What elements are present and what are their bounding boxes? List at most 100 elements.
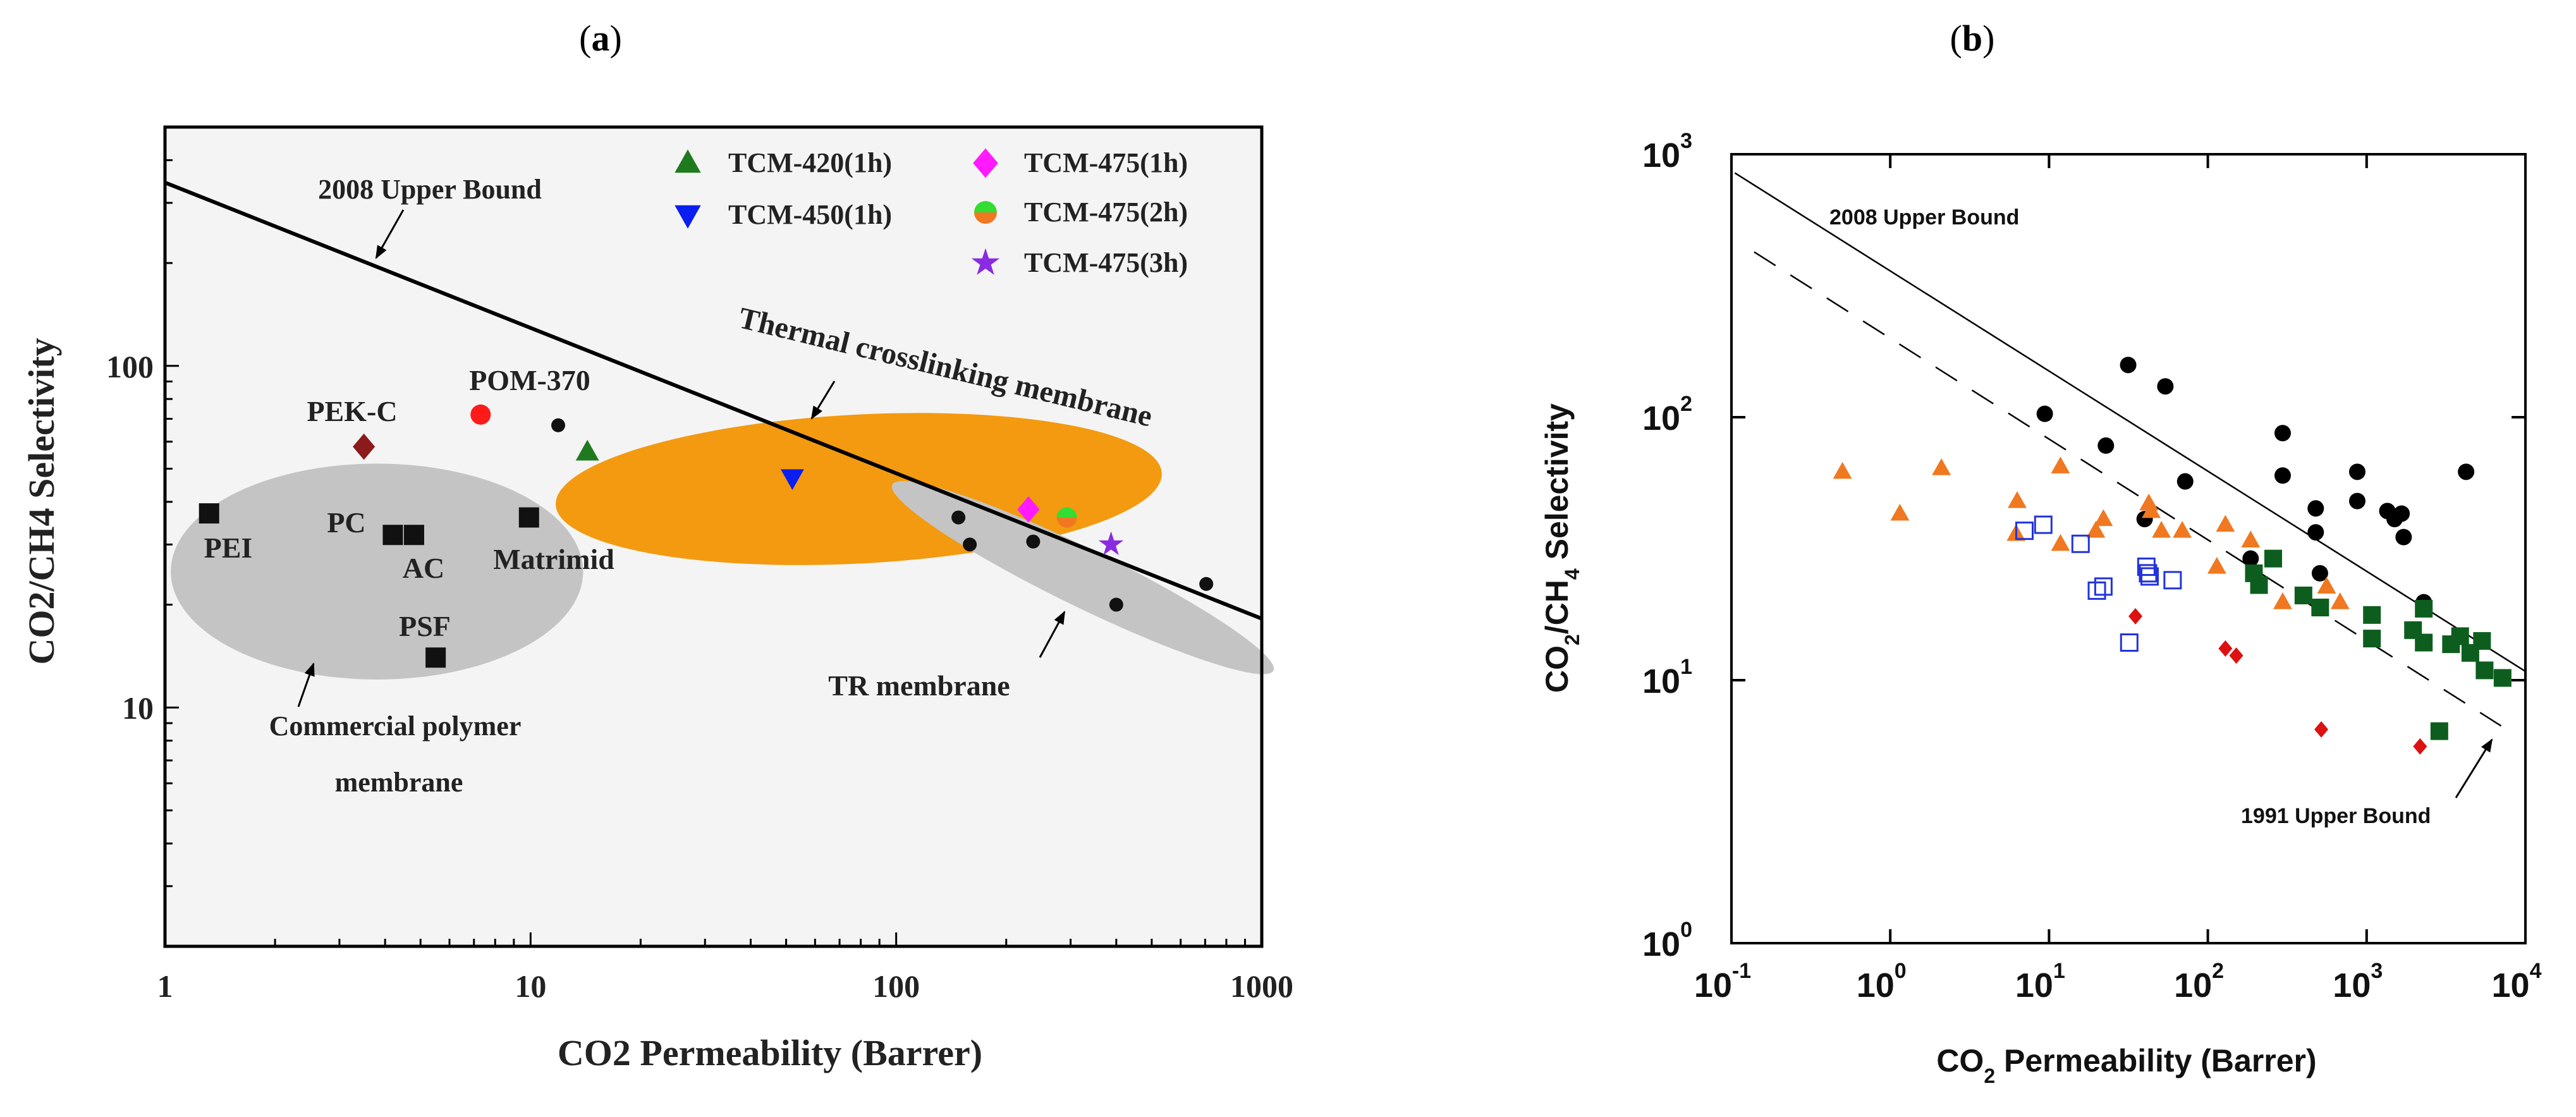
data-point xyxy=(2071,534,2090,553)
label-matrimid: Matrimid xyxy=(493,543,614,575)
half-circle-bottom xyxy=(1056,517,1077,528)
point-tr xyxy=(963,537,977,552)
data-point xyxy=(2094,577,2113,596)
x-tick-label: 104 xyxy=(2492,959,2542,1004)
data-point xyxy=(2120,633,2139,652)
arrow-tr-membrane xyxy=(1039,611,1066,658)
legend-label: TCM-475(2h) xyxy=(1024,197,1188,228)
region-commercial-polymer-membrane xyxy=(171,463,583,680)
data-point xyxy=(2307,500,2324,517)
half-circle-bottom xyxy=(974,212,997,224)
point-tcm-475(3h) xyxy=(1098,531,1124,556)
legend-item: TCM-450(1h) xyxy=(675,199,892,230)
x-tick-label: 101 xyxy=(2015,959,2065,1004)
data-point xyxy=(2273,592,2292,609)
1991-upper-bound-line xyxy=(1754,251,2502,727)
point-tr xyxy=(1199,577,1214,591)
data-point xyxy=(2307,524,2324,541)
y-tick-label: 100 xyxy=(106,349,154,384)
panel-b-frame xyxy=(1730,153,2527,944)
legend-marker-diamond xyxy=(973,148,998,178)
panel-b-title: (b) xyxy=(1950,18,1995,59)
data-point xyxy=(2314,721,2329,738)
y-tick-label: 101 xyxy=(1642,655,1692,700)
data-point xyxy=(2475,661,2494,680)
data-point xyxy=(2493,669,2512,687)
data-point xyxy=(2348,463,2365,480)
panel-a-frame xyxy=(163,125,1264,948)
point-ac xyxy=(403,525,424,546)
data-point xyxy=(2137,558,2156,577)
data-point xyxy=(2311,598,2329,616)
data-point xyxy=(2097,437,2115,454)
y-tick-label: 10 xyxy=(122,690,154,726)
data-point xyxy=(2036,405,2053,422)
x-tick-label: 103 xyxy=(2333,959,2383,1004)
data-point xyxy=(2086,521,2106,538)
data-point xyxy=(2157,378,2174,395)
label-commercial-line1: Commercial polymer xyxy=(269,711,522,742)
point-pom-370 xyxy=(470,404,491,425)
data-point xyxy=(1890,503,1910,521)
data-point xyxy=(2034,515,2053,534)
series-green-squares xyxy=(2245,549,2512,740)
data-point xyxy=(2413,738,2427,755)
data-point xyxy=(2140,567,2159,586)
data-point xyxy=(2386,511,2403,528)
upper-bound-2008-line xyxy=(164,180,1263,621)
2008-upper-bound-line xyxy=(1734,172,2526,673)
legend-item: TCM-420(1h) xyxy=(675,147,892,178)
legend-marker-half-circle xyxy=(974,201,997,224)
legend-item: TCM-475(3h) xyxy=(971,247,1188,278)
point-pek-c xyxy=(353,433,375,460)
half-circle-top xyxy=(1056,507,1077,518)
data-point xyxy=(2229,647,2243,664)
legend-label: TCM-450(1h) xyxy=(728,199,892,230)
data-point xyxy=(2363,606,2381,624)
data-point xyxy=(2241,530,2261,547)
point-tcm-450(1h) xyxy=(781,469,804,491)
label-pek-c: PEK-C xyxy=(307,395,397,427)
data-point xyxy=(2242,550,2259,567)
series-red-diamonds xyxy=(2128,607,2427,755)
data-point xyxy=(2128,607,2143,625)
point-pei xyxy=(198,503,219,524)
region-tr-membrane xyxy=(891,481,1274,674)
label-psf: PSF xyxy=(399,610,451,642)
data-point xyxy=(2458,463,2475,480)
data-point xyxy=(2264,549,2282,568)
legend-item: TCM-475(2h) xyxy=(974,197,1188,228)
arrow-1991-upper-bound xyxy=(2455,738,2493,798)
data-point xyxy=(2087,581,2106,600)
legend-item: TCM-475(1h) xyxy=(973,147,1188,178)
point-other xyxy=(551,418,566,432)
data-point xyxy=(2330,592,2350,609)
panel-a-x-axis-label: CO2 Permeability (Barrer) xyxy=(558,1032,982,1073)
x-tick-label: 100 xyxy=(872,968,920,1004)
legend-label: TCM-475(1h) xyxy=(1024,147,1188,178)
x-tick-label: 1000 xyxy=(1230,968,1293,1004)
point-tr xyxy=(951,510,966,525)
data-point xyxy=(2173,521,2192,538)
label-pei: PEI xyxy=(204,532,253,564)
y-tick-label: 103 xyxy=(1642,129,1692,174)
label-pom-370: POM-370 xyxy=(469,364,590,396)
data-point xyxy=(2451,627,2469,645)
data-point xyxy=(2008,491,2027,508)
series-blue-open-squares xyxy=(2015,515,2182,652)
legend-label: TCM-475(3h) xyxy=(1024,247,1188,278)
data-point xyxy=(2363,630,2381,648)
label-pc: PC xyxy=(327,506,365,539)
label-2008-upper-bound: 2008 Upper Bound xyxy=(318,174,542,205)
legend-marker-triangle-down xyxy=(675,205,701,229)
data-point xyxy=(2311,565,2328,582)
data-point xyxy=(2430,722,2448,740)
y-tick-label: 100 xyxy=(1642,918,1692,963)
point-tcm-475(2h) xyxy=(1056,507,1077,528)
data-point xyxy=(2142,501,2161,518)
label-ac: AC xyxy=(403,552,444,584)
data-point xyxy=(2216,515,2235,532)
x-tick-label: 100 xyxy=(1857,959,1907,1004)
